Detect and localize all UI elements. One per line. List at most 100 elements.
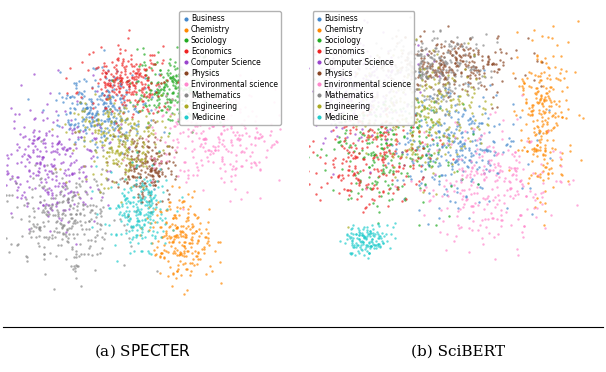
Point bbox=[438, 57, 447, 62]
Point bbox=[424, 93, 434, 99]
Point bbox=[100, 137, 110, 143]
Point bbox=[168, 137, 178, 143]
Point bbox=[446, 66, 456, 72]
Point bbox=[430, 70, 439, 76]
Point bbox=[172, 247, 182, 253]
Point bbox=[52, 207, 62, 213]
Point bbox=[338, 115, 347, 121]
Point bbox=[380, 102, 390, 108]
Point bbox=[141, 186, 151, 192]
Point bbox=[133, 150, 142, 155]
Point bbox=[71, 184, 81, 190]
Point bbox=[139, 65, 148, 71]
Point bbox=[357, 145, 367, 151]
Point bbox=[384, 147, 393, 153]
Point bbox=[89, 218, 99, 224]
Point bbox=[375, 133, 385, 139]
Point bbox=[138, 86, 148, 92]
Point bbox=[167, 110, 176, 116]
Point bbox=[161, 81, 170, 87]
Point bbox=[455, 124, 465, 130]
Point bbox=[388, 124, 398, 130]
Point bbox=[165, 70, 175, 76]
Point bbox=[169, 62, 179, 68]
Point bbox=[414, 182, 424, 188]
Point bbox=[188, 154, 198, 160]
Point bbox=[56, 191, 65, 197]
Point bbox=[253, 135, 262, 141]
Point bbox=[110, 118, 119, 124]
Point bbox=[62, 238, 72, 244]
Point bbox=[517, 229, 527, 235]
Point bbox=[321, 152, 330, 158]
Point bbox=[304, 154, 313, 160]
Point bbox=[150, 89, 160, 94]
Point bbox=[215, 165, 225, 171]
Point bbox=[401, 91, 410, 97]
Point bbox=[430, 105, 439, 110]
Point bbox=[348, 244, 358, 250]
Point bbox=[106, 119, 116, 125]
Point bbox=[442, 177, 451, 183]
Point bbox=[396, 170, 406, 176]
Point bbox=[530, 197, 540, 203]
Point bbox=[435, 78, 444, 84]
Point bbox=[381, 155, 390, 161]
Point bbox=[355, 178, 365, 184]
Point bbox=[136, 167, 146, 173]
Point bbox=[391, 43, 401, 49]
Point bbox=[513, 252, 523, 258]
Point bbox=[544, 166, 554, 172]
Point bbox=[470, 73, 480, 78]
Point bbox=[141, 72, 151, 78]
Point bbox=[172, 251, 182, 257]
Point bbox=[398, 151, 407, 157]
Point bbox=[124, 129, 134, 135]
Point bbox=[178, 222, 188, 228]
Point bbox=[391, 123, 401, 129]
Point bbox=[204, 125, 213, 131]
Point bbox=[136, 196, 146, 202]
Point bbox=[171, 225, 181, 231]
Point bbox=[144, 132, 154, 138]
Point bbox=[108, 134, 118, 140]
Point bbox=[507, 173, 516, 179]
Point bbox=[434, 64, 444, 70]
Point bbox=[343, 99, 353, 105]
Point bbox=[365, 233, 375, 239]
Point bbox=[449, 138, 459, 144]
Point bbox=[443, 23, 453, 29]
Point bbox=[186, 87, 196, 93]
Point bbox=[177, 105, 187, 110]
Point bbox=[255, 166, 265, 171]
Point bbox=[42, 101, 52, 107]
Point bbox=[511, 112, 521, 118]
Point bbox=[50, 212, 60, 218]
Point bbox=[461, 66, 470, 72]
Point bbox=[167, 243, 176, 249]
Point bbox=[117, 151, 127, 157]
Point bbox=[75, 194, 84, 200]
Point bbox=[459, 81, 468, 87]
Point bbox=[353, 42, 362, 48]
Point bbox=[457, 43, 467, 49]
Point bbox=[444, 80, 454, 86]
Point bbox=[138, 45, 148, 51]
Point bbox=[368, 232, 378, 238]
Point bbox=[127, 73, 137, 78]
Point bbox=[132, 221, 142, 227]
Point bbox=[433, 163, 443, 169]
Point bbox=[467, 58, 476, 64]
Point bbox=[50, 195, 60, 201]
Point bbox=[505, 185, 515, 190]
Point bbox=[415, 66, 425, 72]
Point bbox=[59, 222, 69, 228]
Point bbox=[418, 47, 427, 53]
Point bbox=[147, 209, 157, 215]
Point bbox=[148, 155, 158, 161]
Point bbox=[161, 109, 170, 115]
Point bbox=[391, 99, 401, 105]
Point bbox=[296, 93, 305, 99]
Point bbox=[101, 70, 111, 76]
Point bbox=[351, 123, 361, 129]
